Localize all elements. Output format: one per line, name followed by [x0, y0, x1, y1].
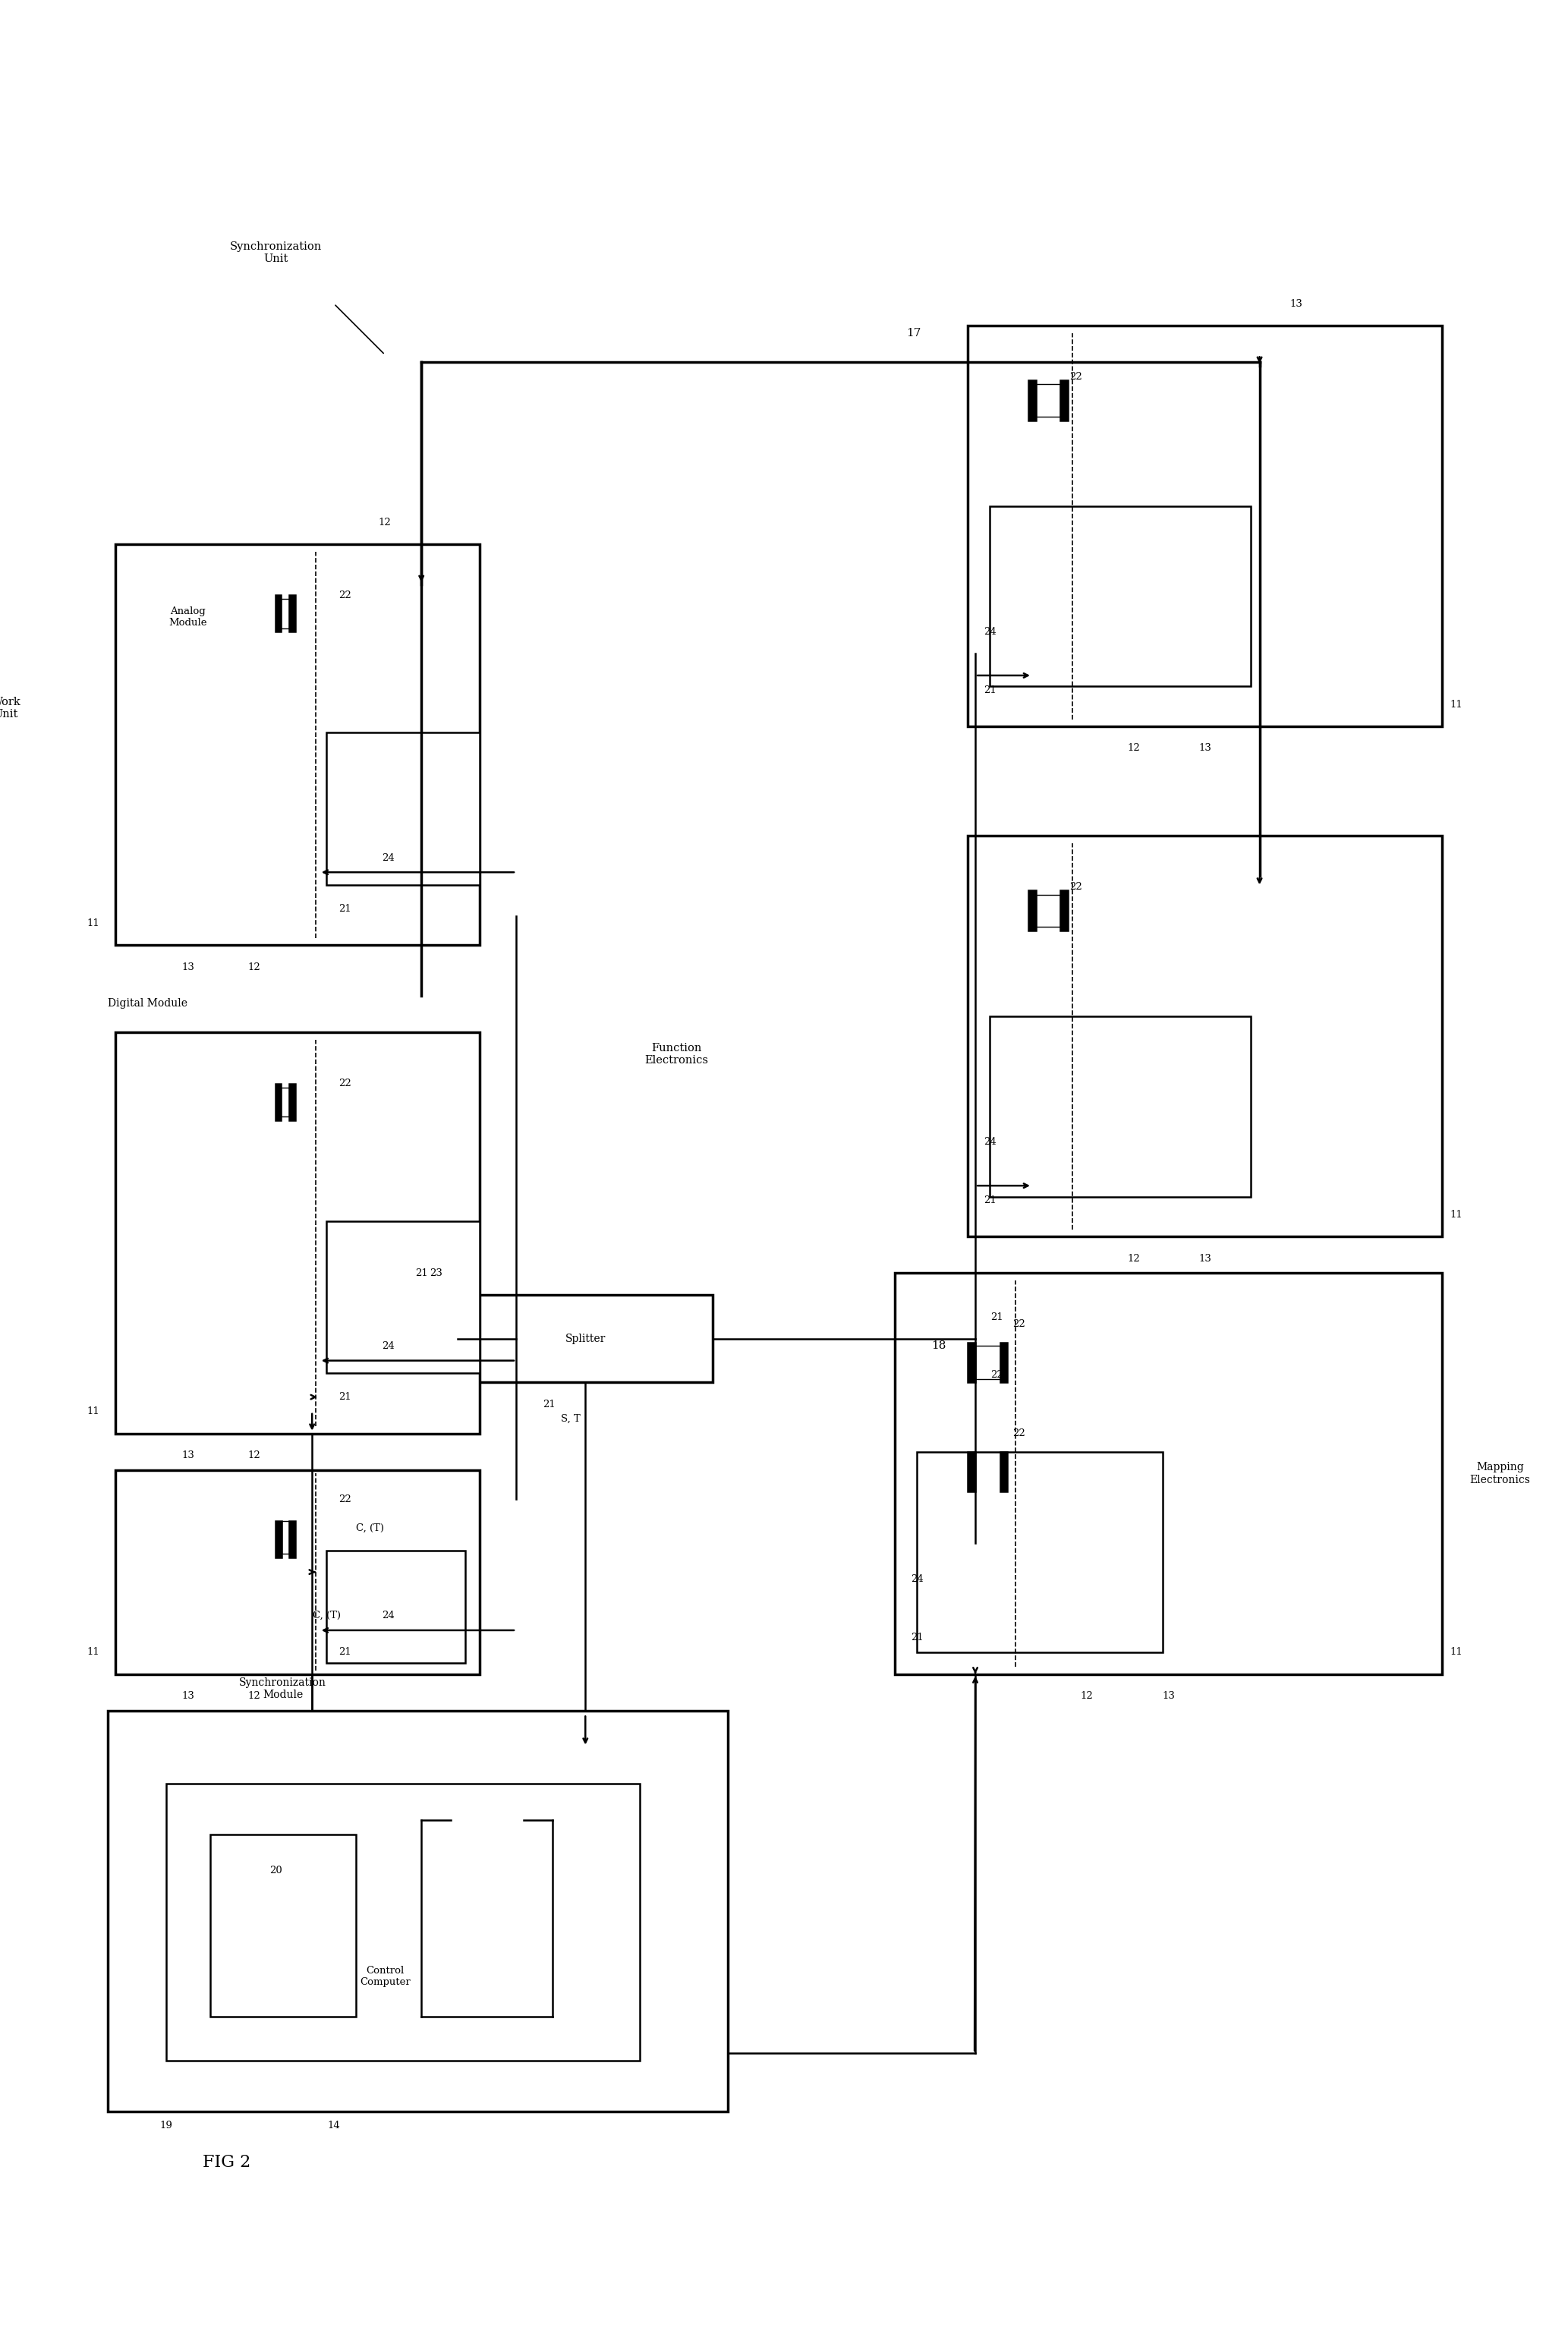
Text: 13: 13: [182, 962, 194, 971]
Text: 12: 12: [248, 1451, 260, 1460]
Text: 13: 13: [1289, 300, 1303, 309]
Bar: [281, 1088, 289, 1116]
Bar: [1036, 384, 1060, 417]
Text: 24: 24: [983, 1137, 996, 1147]
Text: 18: 18: [931, 1341, 946, 1350]
Bar: [108, 1711, 728, 2111]
Bar: [290, 594, 295, 632]
Text: 22: 22: [1013, 1320, 1025, 1329]
Bar: [975, 1346, 1000, 1378]
Text: 21: 21: [339, 1647, 351, 1657]
Text: 17: 17: [906, 328, 920, 339]
Text: 21: 21: [543, 1399, 555, 1409]
Bar: [326, 1551, 466, 1664]
Text: Digital Module: Digital Module: [108, 999, 188, 1009]
Text: 24: 24: [383, 1610, 395, 1622]
Text: 11: 11: [88, 917, 100, 929]
Text: 21: 21: [983, 1196, 996, 1205]
Text: 13: 13: [182, 1451, 194, 1460]
Bar: [281, 1521, 290, 1554]
Bar: [967, 325, 1441, 725]
Text: 21: 21: [991, 1313, 1004, 1322]
Text: 20: 20: [270, 1865, 282, 1877]
Text: 14: 14: [328, 2120, 340, 2132]
Text: 21: 21: [339, 1392, 351, 1402]
Bar: [326, 1221, 480, 1374]
Text: FIG 2: FIG 2: [202, 2155, 251, 2172]
Bar: [1000, 1451, 1007, 1493]
Bar: [326, 732, 480, 885]
Text: 24: 24: [383, 1341, 395, 1350]
Text: 12: 12: [378, 517, 392, 526]
Text: 24: 24: [911, 1575, 924, 1584]
Bar: [989, 505, 1250, 686]
Bar: [1000, 1343, 1007, 1383]
Text: 12: 12: [248, 1692, 260, 1701]
Text: Splitter: Splitter: [564, 1334, 605, 1343]
Text: 11: 11: [1450, 1647, 1463, 1657]
Bar: [290, 1521, 295, 1558]
Text: Function
Electronics: Function Electronics: [644, 1044, 709, 1067]
Text: 12: 12: [1080, 1692, 1093, 1701]
Text: 22: 22: [1069, 372, 1082, 381]
Text: 22: 22: [991, 1371, 1004, 1381]
Bar: [166, 1783, 640, 2059]
Text: 22: 22: [1069, 882, 1082, 892]
Text: 11: 11: [1450, 700, 1463, 709]
Text: 19: 19: [160, 2120, 172, 2132]
Text: Analog
Module: Analog Module: [169, 606, 207, 627]
Bar: [116, 1470, 480, 1673]
Text: 22: 22: [1013, 1427, 1025, 1439]
Bar: [1029, 892, 1036, 931]
Bar: [290, 1083, 295, 1121]
Text: Work
Unit: Work Unit: [0, 697, 20, 721]
Text: Synchronization
Unit: Synchronization Unit: [229, 241, 321, 264]
Text: 22: 22: [339, 590, 351, 601]
Text: 22: 22: [339, 1079, 351, 1088]
Bar: [967, 1343, 975, 1383]
Text: 24: 24: [383, 852, 395, 863]
Text: 21: 21: [339, 903, 351, 913]
Bar: [276, 1521, 281, 1558]
Bar: [917, 1451, 1163, 1652]
Text: 11: 11: [88, 1647, 100, 1657]
Bar: [276, 594, 281, 632]
Text: 21: 21: [416, 1268, 428, 1278]
Bar: [967, 835, 1441, 1238]
Bar: [967, 1451, 975, 1493]
Text: 13: 13: [1198, 1254, 1210, 1264]
Bar: [116, 1032, 480, 1434]
Bar: [116, 545, 480, 945]
Text: 21: 21: [983, 686, 996, 695]
Text: 22: 22: [339, 1495, 351, 1505]
Text: 11: 11: [88, 1406, 100, 1416]
Text: S, T: S, T: [561, 1413, 580, 1423]
Text: C, (T): C, (T): [356, 1523, 384, 1533]
Bar: [210, 1835, 356, 2017]
Text: Mapping
Electronics: Mapping Electronics: [1469, 1462, 1530, 1486]
Bar: [1029, 381, 1036, 421]
Bar: [1060, 381, 1068, 421]
Text: Control
Computer: Control Computer: [359, 1966, 411, 1987]
Text: 13: 13: [1198, 744, 1210, 753]
Text: 13: 13: [182, 1692, 194, 1701]
Text: 12: 12: [1127, 744, 1140, 753]
Text: C, (T): C, (T): [312, 1610, 340, 1622]
Bar: [276, 1083, 281, 1121]
Bar: [895, 1273, 1441, 1673]
Bar: [1036, 894, 1060, 927]
Text: Synchronization
Module: Synchronization Module: [240, 1678, 326, 1701]
Bar: [989, 1016, 1250, 1196]
Text: 11: 11: [1450, 1210, 1463, 1219]
Bar: [975, 1455, 1000, 1488]
Text: 23: 23: [430, 1268, 442, 1278]
Text: 12: 12: [1127, 1254, 1140, 1264]
Text: 24: 24: [983, 627, 996, 636]
Bar: [458, 1294, 713, 1383]
Bar: [281, 599, 289, 627]
Bar: [1060, 892, 1068, 931]
Text: 21: 21: [911, 1633, 924, 1643]
Text: 13: 13: [1162, 1692, 1174, 1701]
Text: 12: 12: [248, 962, 260, 971]
